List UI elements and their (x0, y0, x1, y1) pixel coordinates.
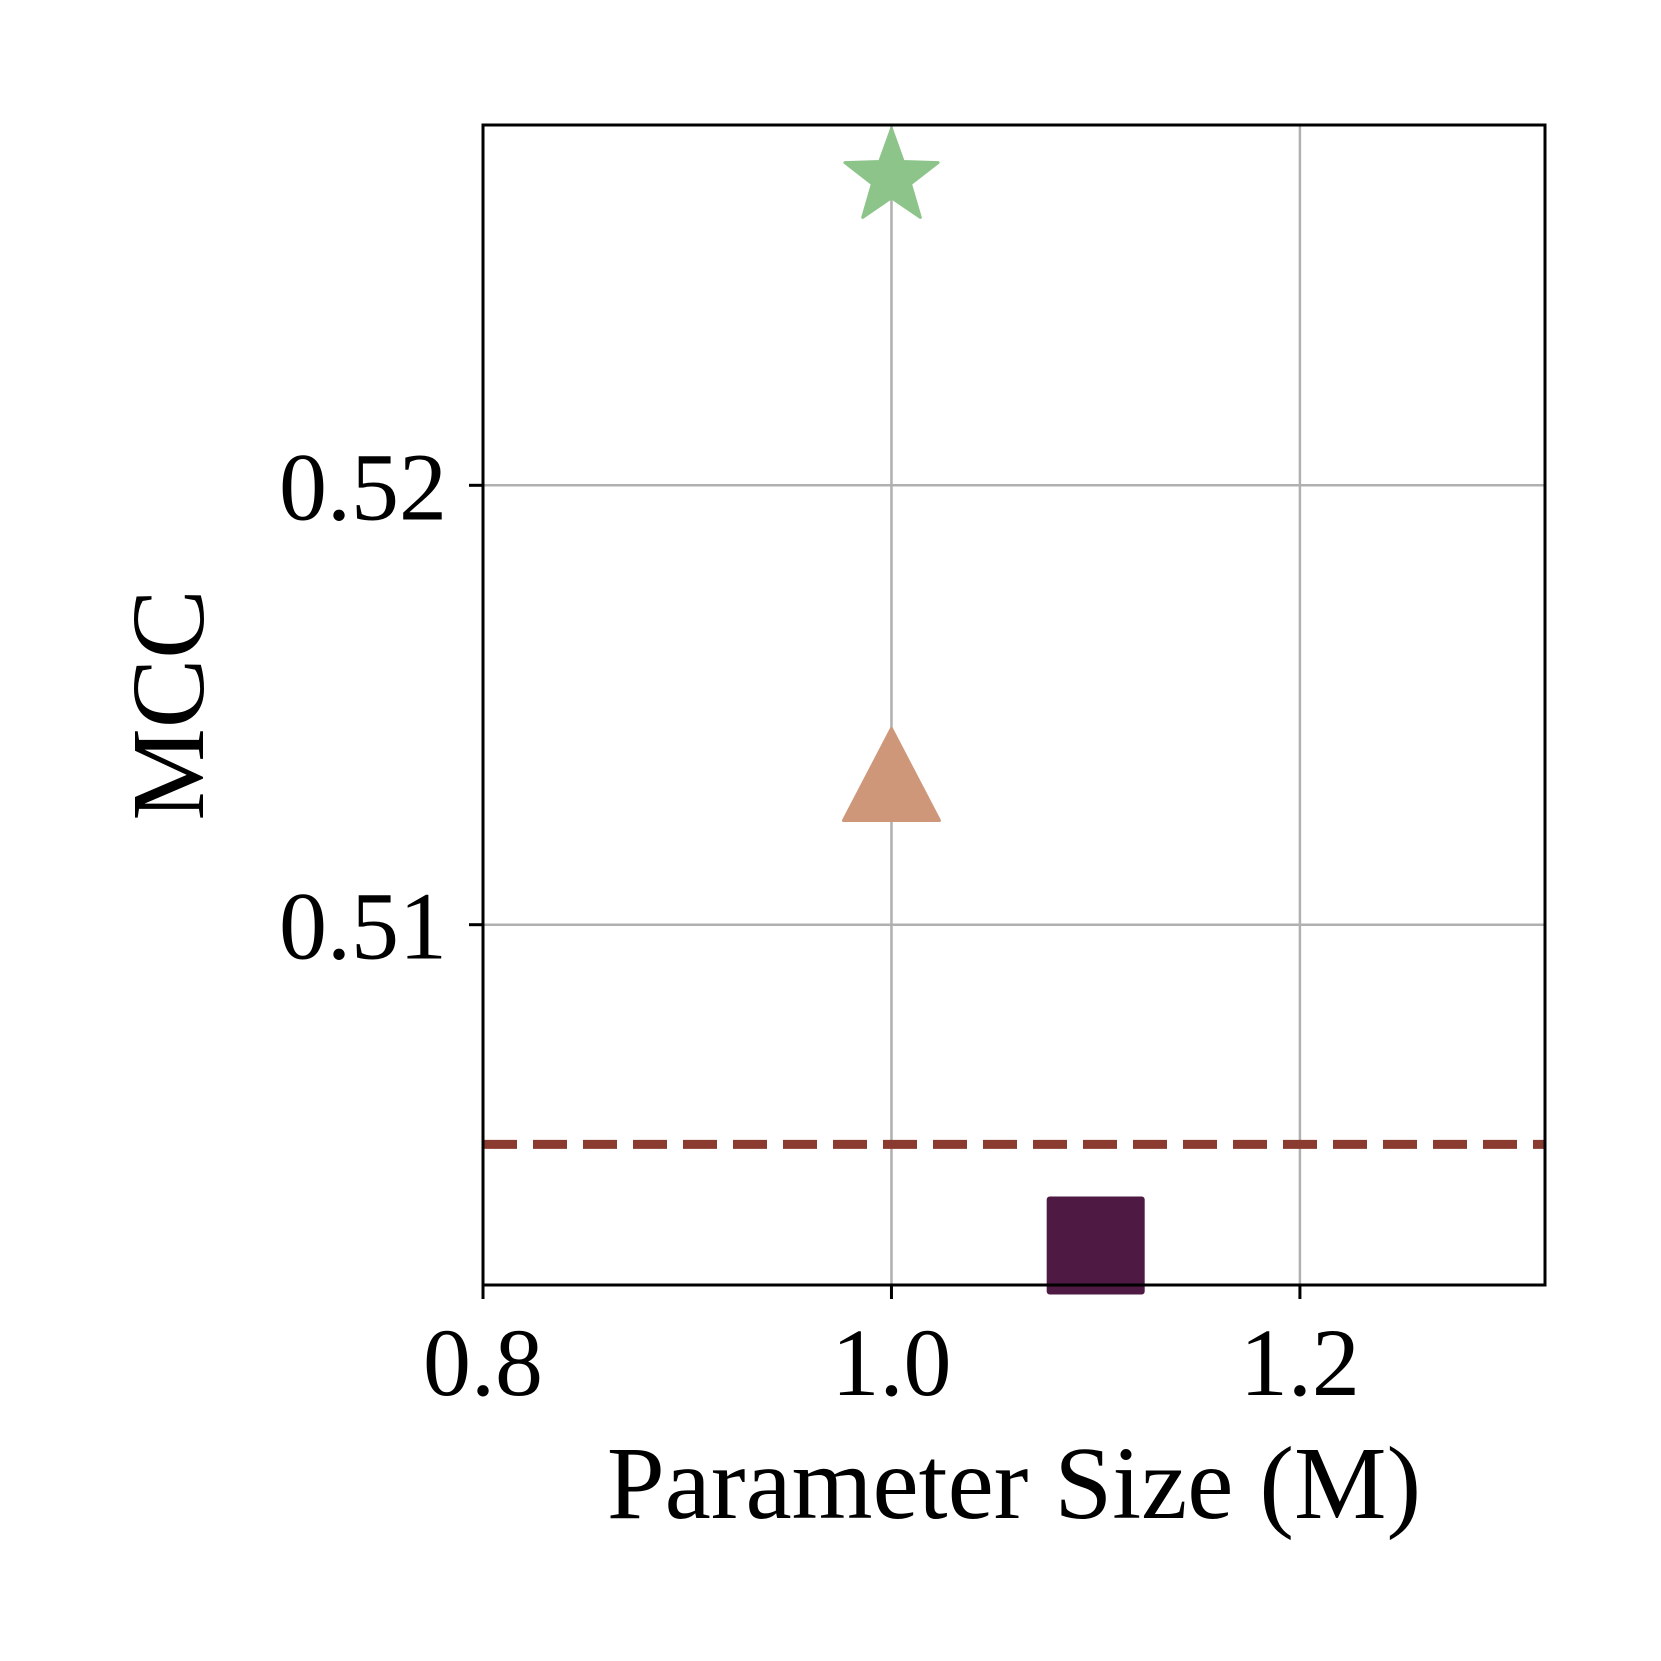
grid (481, 125, 1545, 1285)
x-ticks: 0.8 1.0 1.2 (423, 1285, 1360, 1416)
x-axis-title: Parameter Size (M) (607, 1426, 1421, 1541)
data-markers (841, 127, 1145, 1295)
x-tick-label: 1.0 (831, 1309, 951, 1416)
y-tick-label: 0.52 (279, 433, 447, 540)
y-ticks: 0.51 0.52 (279, 433, 483, 980)
plot-frame (481, 123, 1547, 1287)
triangle-marker (841, 726, 941, 822)
y-tick-label: 0.51 (279, 873, 447, 980)
x-tick-label: 1.2 (1240, 1309, 1360, 1416)
x-tick-label: 0.8 (423, 1309, 543, 1416)
square-marker (1046, 1196, 1145, 1295)
star-marker (843, 127, 940, 219)
y-axis-title: MCC (111, 589, 226, 820)
